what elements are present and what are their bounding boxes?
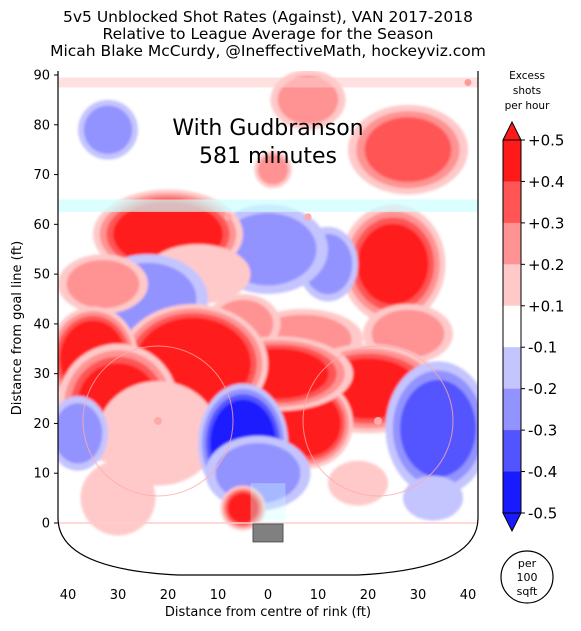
- y-tick-label: 30: [33, 367, 50, 382]
- title-line-1: 5v5 Unblocked Shot Rates (Against), VAN …: [63, 8, 473, 26]
- colorbar-segment: [503, 347, 521, 390]
- heat-contour-23-2: [400, 379, 476, 477]
- rink-annotation: With Gudbranson 581 minutes: [172, 116, 363, 169]
- x-tick-label: 20: [160, 588, 177, 603]
- faceoff-dot-right: [374, 416, 382, 425]
- unit-badge-line-3: sqft: [517, 585, 538, 598]
- heat-contour-20-0: [98, 381, 218, 486]
- y-tick-label: 0: [42, 517, 50, 532]
- colorbar-segment: [503, 181, 521, 224]
- x-tick-label: 30: [110, 588, 127, 603]
- neutral-dot-left: [224, 213, 232, 221]
- heat-contour-25-3: [227, 492, 259, 524]
- heat-contour-11-1: [66, 259, 140, 309]
- heat-contour-24-1: [58, 403, 103, 464]
- heat-contour-2-1: [83, 105, 133, 154]
- colorbar-segment: [503, 222, 521, 265]
- colorbar-tick-label: +0.4: [528, 173, 564, 191]
- y-tick-label: 40: [33, 317, 50, 332]
- y-axis-ticks: 0 10 20 30 40 50 60 70 80 90: [33, 69, 58, 532]
- heat-contour-26-0: [328, 460, 388, 506]
- y-tick-label: 50: [33, 268, 50, 283]
- heatmap-contours: [58, 71, 478, 536]
- title-line-2: Relative to League Average for the Seaso…: [103, 25, 434, 43]
- y-tick-label: 80: [33, 118, 50, 133]
- x-tick-label: 40: [60, 588, 77, 603]
- unit-badge-line-1: per: [518, 557, 537, 570]
- centre-line: [58, 77, 478, 88]
- faceoff-circle-left: [82, 345, 234, 497]
- y-tick-label: 10: [33, 467, 50, 482]
- colorbar-segment: [503, 471, 521, 514]
- goal-net: [252, 523, 284, 543]
- unit-badge: per 100 sqft: [500, 550, 554, 604]
- y-tick-label: 60: [33, 218, 50, 233]
- colorbar-tick-label: +0.1: [528, 297, 564, 315]
- heatmap-layer: [58, 71, 478, 536]
- heat-contour-27-0: [80, 460, 156, 536]
- heat-contour-3-1: [257, 154, 289, 185]
- plot-area: 40 30 20 10 0 10 20 30 40 0 10 20 30 40 50 60 70 80 90: [33, 69, 479, 603]
- colorbar-arrow-down: [502, 512, 522, 533]
- centre-dot: [464, 78, 472, 86]
- x-tick-label: 40: [460, 588, 477, 603]
- heat-contour-4-3: [357, 223, 429, 305]
- colorbar-title-line-1: Excess: [509, 70, 545, 82]
- colorbar-title-line-2: shots: [513, 85, 541, 97]
- colorbar-tick-label: +0.3: [528, 214, 564, 232]
- x-tick-label: 30: [410, 588, 427, 603]
- y-tick-label: 20: [33, 417, 50, 432]
- rink-markings: [58, 77, 478, 543]
- faceoff-dot-left: [154, 416, 162, 425]
- heat-contour-0-2: [364, 117, 452, 183]
- colorbar-title-line-3: per hour: [505, 100, 551, 112]
- x-tick-label: 20: [360, 588, 377, 603]
- colorbar-tick-label: +0.2: [528, 256, 564, 274]
- colorbar-segment: [503, 388, 521, 431]
- colorbar-segment: [503, 430, 521, 473]
- colorbar-arrow-up: [502, 120, 522, 141]
- chart-title: 5v5 Unblocked Shot Rates (Against), VAN …: [50, 8, 486, 60]
- annotation-line-1: With Gudbranson: [172, 116, 363, 141]
- colorbar-tick-label: -0.3: [528, 422, 557, 440]
- title-line-3: Micah Blake McCurdy, @IneffectiveMath, h…: [50, 42, 486, 60]
- colorbar-segment: [503, 305, 521, 348]
- goal-crease: [250, 483, 286, 523]
- colorbar-tick-label: -0.1: [528, 339, 557, 357]
- colorbar-tick-label: -0.4: [528, 463, 557, 481]
- y-axis-label: Distance from goal line (ft): [10, 241, 25, 415]
- colorbar-segment: [503, 140, 521, 182]
- colorbar-segment: [503, 264, 521, 307]
- blue-line: [58, 199, 478, 212]
- heat-contour-28-0: [403, 475, 463, 521]
- heat-contour-1-1: [277, 75, 339, 125]
- colorbar-tick-label: -0.2: [528, 380, 557, 398]
- y-tick-label: 70: [33, 168, 50, 183]
- colorbar-frame: [502, 139, 522, 514]
- faceoff-circle-right: [302, 345, 454, 497]
- y-tick-label: 90: [33, 69, 50, 84]
- colorbar-tick-label: +0.5: [528, 132, 564, 150]
- colorbar-title: Excess shots per hour: [505, 70, 551, 112]
- x-axis-ticks: 40 30 20 10 0 10 20 30 40: [60, 588, 477, 603]
- unit-badge-circle: [500, 550, 554, 604]
- colorbar: +0.5 +0.4 +0.3 +0.2 +0.1 -0.1 -0.2 -0.3 -0.4 -0.5: [502, 120, 564, 533]
- colorbar-tick-label: -0.5: [528, 505, 557, 523]
- x-tick-label: 0: [264, 588, 272, 603]
- annotation-line-2: 581 minutes: [199, 144, 337, 169]
- x-tick-label: 10: [210, 588, 227, 603]
- x-axis-label: Distance from centre of rink (ft): [165, 605, 371, 620]
- unit-badge-line-2: 100: [517, 571, 538, 584]
- rink-boards: [57, 71, 479, 576]
- neutral-dot-right: [304, 213, 312, 221]
- x-tick-label: 10: [310, 588, 327, 603]
